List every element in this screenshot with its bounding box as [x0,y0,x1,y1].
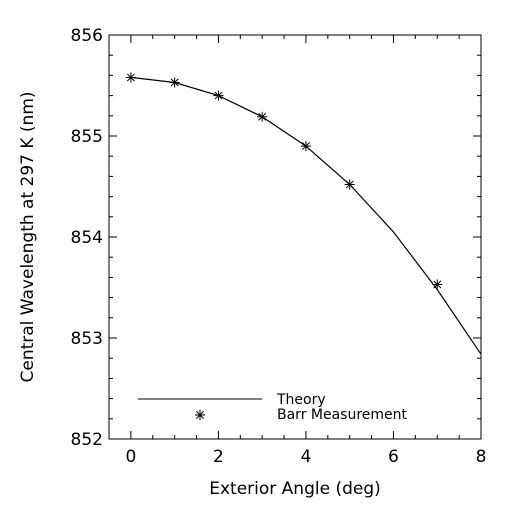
y-axis-label: Central Wavelength at 297 K (nm) [18,91,38,382]
legend: Theory Barr Measurement [138,392,408,423]
tick-marks [109,34,482,440]
plot-frame [108,34,482,440]
x-axis-label: Exterior Angle (deg) [209,479,381,499]
y-tick-label: 852 [71,430,103,450]
barr-measurement-point [432,279,443,290]
legend-theory-label: Theory [276,392,326,408]
y-tick-label: 856 [71,26,103,46]
tick-labels: 0 2 4 6 8 852 853 854 855 856 [71,26,487,467]
legend-asterisk [195,410,205,420]
y-tick-label: 855 [71,127,103,147]
y-tick-label: 854 [71,228,103,248]
legend-barr-label: Barr Measurement [277,407,408,423]
barr-measurement-point [300,141,311,152]
barr-measurement-point [213,90,224,101]
x-tick-label: 2 [213,447,224,467]
barr-measurement-point [169,77,180,88]
series-layer [125,72,482,355]
legend-barr-marker [195,410,205,420]
x-tick-label: 4 [301,447,312,467]
barr-measurement-point [257,111,268,122]
x-tick-label: 0 [125,447,136,467]
x-tick-label: 8 [476,447,487,467]
barr-measurement-point [125,72,136,83]
theory-line [130,76,482,355]
barr-measurement-point [344,179,355,190]
y-tick-label: 853 [71,329,103,349]
x-tick-label: 6 [388,447,399,467]
